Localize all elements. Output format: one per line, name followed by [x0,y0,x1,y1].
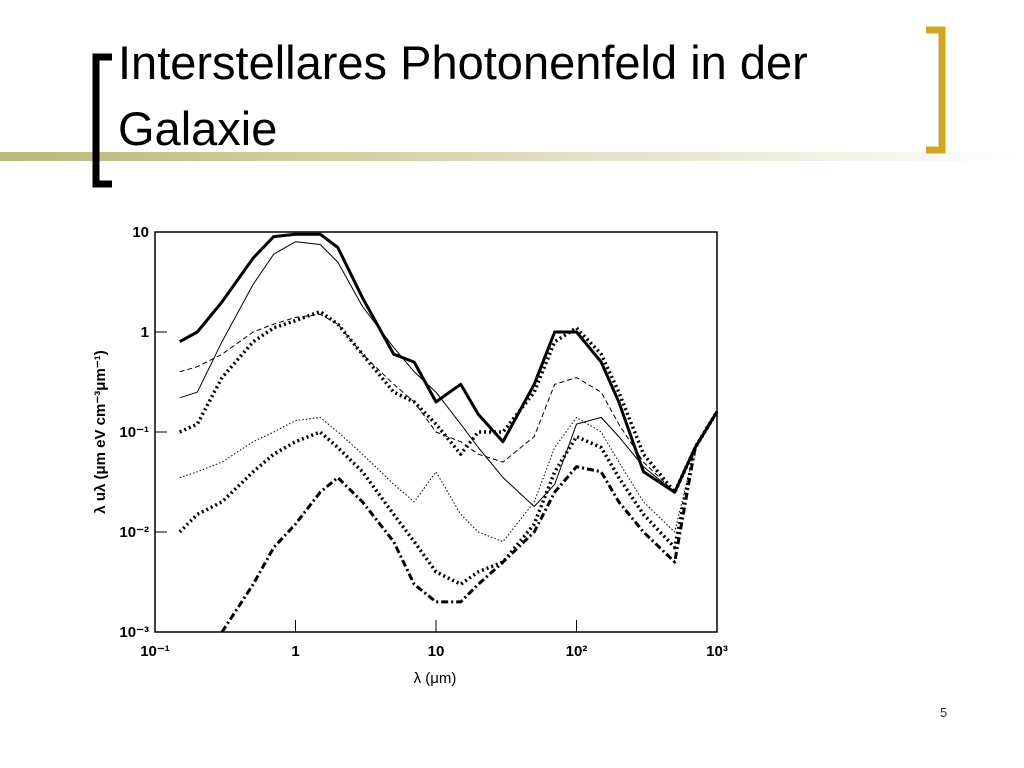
divider [0,152,1024,161]
x-tick-label: 10² [566,643,588,660]
series-line [179,241,718,507]
y-tick-label: 1 [141,324,149,341]
series-line [178,309,719,494]
series-line [178,232,719,494]
y-axis-label: λ uλ (μm eV cm⁻³μm⁻¹) [92,350,109,513]
series-line [220,410,719,633]
left-bracket [92,53,112,188]
slide-title: Interstellares Photonenfeld in der Galax… [118,36,808,155]
x-tick-label: 10⁻¹ [140,643,170,660]
y-tick-label: 10⁻² [119,524,149,541]
series-line [179,313,718,493]
y-tick-label: 10⁻³ [119,624,149,641]
y-tick-label: 10 [132,224,149,241]
y-tick-label: 10⁻¹ [119,424,149,441]
series-line [178,410,719,587]
x-tick-label: 10 [428,643,445,660]
right-bracket [926,26,946,154]
x-axis-label: λ (μm) [414,670,457,687]
x-tick-label: 10³ [706,643,728,660]
page-number: 5 [940,705,948,720]
x-tick-label: 1 [291,643,299,660]
